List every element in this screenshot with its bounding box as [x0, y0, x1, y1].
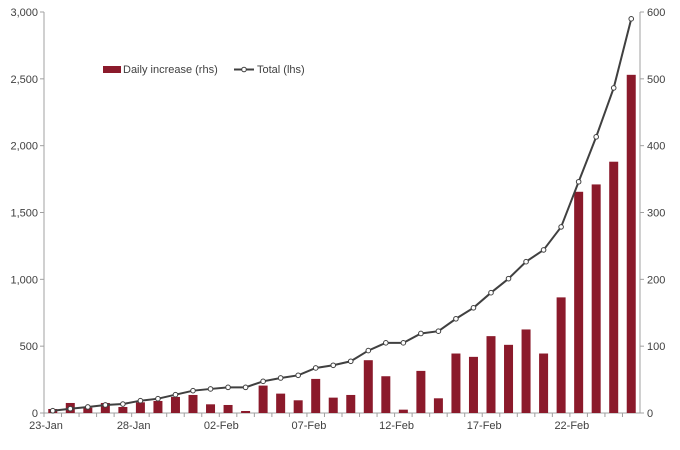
bar	[486, 336, 496, 413]
left-axis-tick-label: 1,000	[10, 274, 38, 286]
line-point	[242, 384, 249, 391]
line-point	[488, 289, 494, 296]
line-point	[260, 378, 266, 385]
bar	[83, 407, 93, 413]
bar	[451, 353, 461, 413]
bar	[170, 396, 180, 413]
left-axis-tick-label: 3,000	[10, 7, 38, 19]
line-point	[418, 330, 424, 337]
bar	[223, 404, 233, 413]
line-point	[400, 340, 407, 346]
line-point	[172, 391, 179, 398]
left-axis-tick-label: 2,000	[10, 141, 38, 153]
line-point	[610, 85, 617, 91]
line-series	[49, 16, 635, 414]
bar	[135, 402, 145, 413]
right-axis-tick-label: 500	[647, 74, 665, 86]
bar	[591, 184, 601, 413]
line-point	[365, 347, 372, 354]
bar	[258, 385, 268, 413]
line-point	[628, 16, 635, 22]
bar	[206, 404, 216, 413]
bar	[328, 397, 338, 413]
line-point	[505, 275, 512, 282]
right-axis-tick-label: 200	[647, 274, 665, 286]
bar	[504, 344, 514, 413]
right-axis-tick-label: 600	[647, 7, 665, 19]
bar	[311, 378, 321, 413]
left-axis-tick-label: 0	[32, 408, 38, 420]
bar	[556, 297, 566, 413]
bar	[521, 329, 531, 413]
left-axis-tick-label: 1,500	[10, 208, 38, 220]
line-point	[453, 315, 459, 322]
legend-label-bar: Daily increase (rhs)	[123, 64, 218, 76]
bar	[153, 400, 163, 413]
legend-swatch-bar	[103, 66, 121, 73]
line-point	[575, 178, 582, 185]
line-point	[120, 401, 126, 407]
total-line	[52, 18, 633, 412]
line-point	[435, 328, 442, 334]
x-axis-tick-label: 12-Feb	[379, 420, 414, 432]
bar	[539, 353, 549, 413]
x-axis-tick-label: 23-Jan	[29, 420, 63, 432]
left-axis: 0 500 1,000 1,500 2,000 2,500 3,000	[10, 7, 45, 420]
x-axis-tick-label: 22-Feb	[554, 420, 589, 432]
line-point	[470, 305, 477, 311]
left-axis-tick-label: 500	[20, 341, 38, 353]
bar-series	[48, 74, 636, 413]
line-point	[277, 375, 284, 381]
bar	[188, 394, 198, 413]
x-axis: 23-Jan 28-Jan 02-Feb 07-Feb 12-Feb 17-Feb 22-F…	[29, 412, 640, 432]
bar	[398, 409, 408, 413]
right-axis-tick-label: 0	[647, 408, 653, 420]
bar	[433, 398, 443, 413]
line-point	[540, 247, 547, 253]
x-axis-tick-label: 07-Feb	[292, 420, 327, 432]
line-point	[207, 386, 214, 392]
line-point	[383, 340, 389, 346]
line-point	[312, 365, 319, 371]
line-point	[347, 358, 354, 365]
line-point	[155, 395, 161, 402]
left-axis-tick-label: 2,500	[10, 74, 38, 86]
right-axis-tick-label: 100	[647, 341, 665, 353]
line-point	[137, 397, 144, 404]
line-point	[225, 384, 231, 391]
bar	[118, 406, 128, 413]
right-axis-tick-label: 300	[647, 208, 665, 220]
bar	[416, 370, 426, 413]
x-axis-tick-label: 17-Feb	[467, 420, 502, 432]
bar	[363, 360, 373, 413]
bar	[100, 402, 110, 413]
line-point	[558, 224, 564, 230]
bar	[468, 356, 478, 413]
right-axis: 0 100 200 300 400 500 600	[639, 7, 665, 420]
bar	[346, 394, 356, 413]
line-point	[190, 387, 196, 394]
line-point	[295, 372, 301, 379]
line-point	[593, 134, 599, 140]
line-point	[102, 402, 109, 408]
line-point	[85, 404, 91, 410]
legend-marker	[241, 66, 247, 73]
x-axis-tick-label: 28-Jan	[117, 420, 151, 432]
line-point	[523, 258, 529, 265]
bar	[609, 161, 619, 413]
legend: Daily increase (rhs) Total (lhs)	[103, 64, 305, 76]
bar	[293, 400, 303, 413]
bar	[626, 74, 636, 413]
line-point	[49, 407, 56, 414]
bar	[276, 393, 286, 413]
bar	[241, 410, 251, 413]
bar	[381, 376, 391, 413]
right-axis-tick-label: 400	[647, 141, 665, 153]
x-axis-tick-label: 02-Feb	[204, 420, 239, 432]
legend-label-line: Total (lhs)	[257, 64, 305, 76]
line-point	[330, 362, 337, 369]
bar	[574, 191, 584, 413]
line-point	[67, 405, 74, 412]
